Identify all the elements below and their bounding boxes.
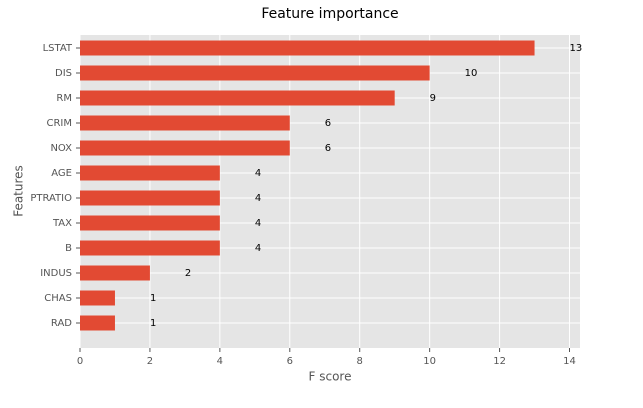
data-label: 4: [255, 168, 261, 179]
x-tick-label: 8: [357, 356, 363, 367]
y-tick-label: INDUS: [40, 268, 72, 279]
y-tick-label: RM: [56, 93, 72, 104]
bar: [80, 265, 150, 281]
y-tick-label: DIS: [55, 68, 72, 79]
bar: [80, 65, 430, 81]
chart-title: Feature importance: [261, 6, 398, 22]
x-axis-label: F score: [309, 370, 352, 384]
bar: [80, 240, 220, 256]
y-tick-label: RAD: [51, 318, 72, 329]
y-tick-label: CRIM: [46, 118, 72, 129]
bar: [80, 165, 220, 181]
bar: [80, 290, 115, 306]
data-label: 13: [570, 43, 583, 54]
x-tick-label: 6: [287, 356, 293, 367]
data-label: 1: [150, 293, 156, 304]
data-label: 4: [255, 193, 261, 204]
x-tick-label: 4: [217, 356, 223, 367]
bar: [80, 190, 220, 206]
data-label: 1: [150, 318, 156, 329]
x-tick-label: 12: [493, 356, 506, 367]
data-label: 6: [325, 143, 331, 154]
y-axis-label: Features: [12, 165, 26, 217]
bar: [80, 40, 535, 56]
x-tick-label: 0: [77, 356, 83, 367]
y-tick-label: CHAS: [44, 293, 72, 304]
data-label: 2: [185, 268, 191, 279]
y-tick-label: AGE: [51, 168, 72, 179]
data-label: 9: [430, 93, 436, 104]
bar: [80, 140, 290, 156]
x-tick-label: 10: [423, 356, 436, 367]
data-label: 6: [325, 118, 331, 129]
data-label: 4: [255, 243, 261, 254]
data-label: 4: [255, 218, 261, 229]
bar: [80, 315, 115, 331]
data-label: 10: [465, 68, 478, 79]
bar: [80, 115, 290, 131]
y-tick-label: B: [65, 243, 72, 254]
y-tick-label: NOX: [50, 143, 72, 154]
bar: [80, 215, 220, 231]
y-tick-label: LSTAT: [43, 43, 73, 54]
x-tick-label: 2: [147, 356, 153, 367]
y-tick-label: PTRATIO: [30, 193, 72, 204]
x-tick-label: 14: [563, 356, 576, 367]
y-tick-label: TAX: [52, 218, 72, 229]
bar: [80, 90, 395, 106]
